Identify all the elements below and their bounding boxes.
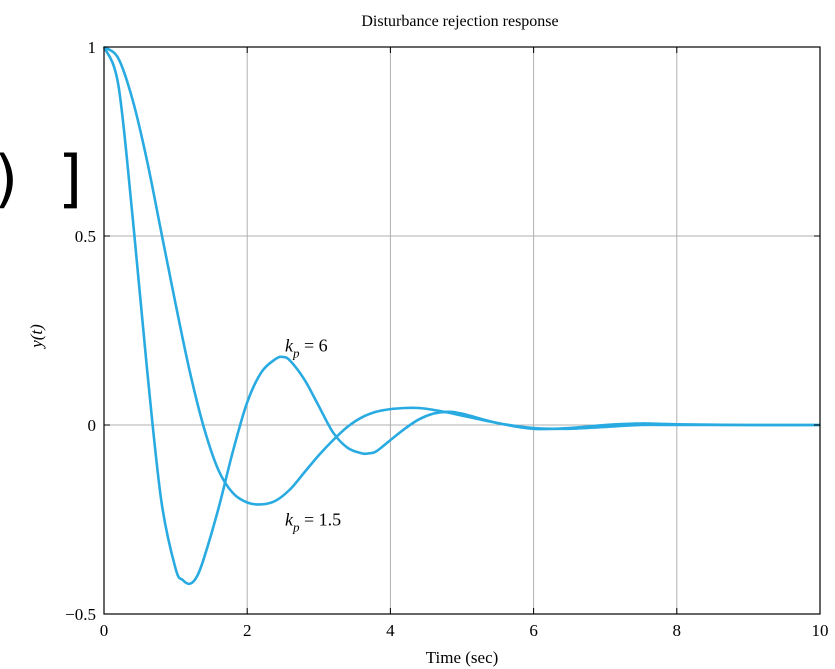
x-tick-label: 6 (529, 621, 538, 640)
y-tick-label: 1 (88, 38, 97, 57)
y-tick-label: 0 (88, 416, 97, 435)
axis-ticks (103, 46, 821, 615)
series-line-0 (102, 46, 821, 586)
x-axis-label: Time (sec) (426, 648, 499, 667)
cropped-text-fragment: ) (0, 148, 18, 210)
series-label-main: k (285, 510, 294, 530)
series-lines (102, 45, 821, 586)
series-label-subscript: p (292, 346, 300, 361)
series-label-main: k (285, 336, 294, 356)
y-tick-label: −0.5 (65, 605, 96, 624)
plot-frame (103, 46, 821, 615)
series-label-value: = 1.5 (300, 510, 342, 530)
series-line-1 (103, 45, 820, 506)
series-label-1: kp = 1.5 (285, 510, 341, 535)
x-tick-label: 8 (673, 621, 682, 640)
y-tick-label: 0.5 (75, 227, 96, 246)
series-label-value: = 6 (300, 336, 328, 356)
cropped-bracket-fragment: ] (58, 142, 83, 215)
x-tick-label: 0 (100, 621, 109, 640)
x-tick-label: 4 (386, 621, 395, 640)
series-label-0: kp = 6 (285, 336, 328, 361)
x-tick-label: 10 (812, 621, 829, 640)
series-label-subscript: p (292, 520, 300, 535)
grid-lines (104, 47, 820, 614)
chart-title: Disturbance rejection response (361, 13, 558, 30)
y-axis-label: y(t) (27, 324, 46, 350)
x-tick-label: 2 (243, 621, 252, 640)
